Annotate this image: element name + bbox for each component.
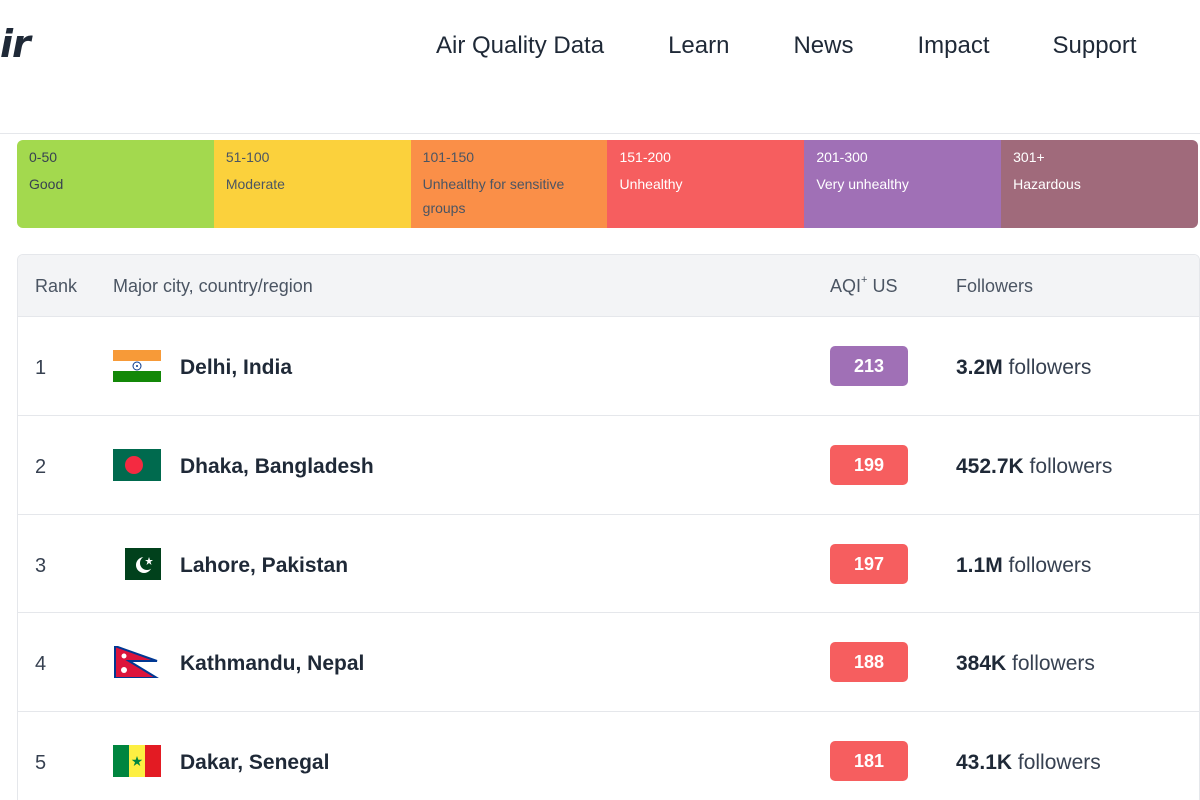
header-aqi-suffix: US — [867, 276, 898, 296]
table-row[interactable]: 3 Lahore, Pakistan 197 1.1M followers — [18, 515, 1199, 614]
nav-impact[interactable]: Impact — [917, 32, 990, 59]
site-logo[interactable]: ir — [0, 22, 31, 66]
city-name[interactable]: Delhi, India — [180, 356, 293, 379]
aqi-badge: 213 — [830, 346, 908, 386]
rank-cell: 1 — [35, 357, 47, 379]
followers-cell: 1.1M followers — [956, 554, 1091, 578]
aqi-scale-label: Unhealthy — [619, 176, 683, 192]
followers-suffix: followers — [1002, 356, 1092, 379]
header-rank[interactable]: Rank — [35, 276, 78, 296]
followers-suffix: followers — [1002, 553, 1092, 577]
table-row[interactable]: 2 Dhaka, Bangladesh 199 452.7K followers — [18, 416, 1199, 515]
aqi-scale-good: 0-50 Good — [17, 140, 214, 228]
aqi-scale-very-unhealthy: 201-300 Very unhealthy — [804, 140, 1002, 228]
followers-count: 43.1K — [956, 751, 1013, 775]
site-header: ir Air Quality Data Learn News Impact Su… — [0, 0, 1200, 134]
main-nav: Air Quality Data Learn News Impact Suppo… — [436, 32, 1137, 60]
followers-cell: 43.1K followers — [956, 751, 1101, 775]
aqi-scale-legend: 0-50 Good 51-100 Moderate 101-150 Unheal… — [17, 140, 1198, 228]
aqi-scale-hazardous: 301+ Hazardous — [1001, 140, 1198, 228]
city-ranking-table: Rank Major city, country/region AQI+ US … — [17, 254, 1200, 800]
rank-cell: 2 — [35, 455, 47, 478]
header-followers[interactable]: Followers — [956, 276, 1034, 296]
followers-cell: 384K followers — [956, 652, 1095, 676]
aqi-badge: 197 — [830, 543, 908, 584]
bangladesh-flag-icon — [113, 448, 161, 481]
aqi-scale-label: Very unhealthy — [816, 176, 909, 192]
city-name[interactable]: Kathmandu, Nepal — [180, 652, 365, 676]
followers-count: 1.1M — [956, 553, 1003, 577]
rank-cell: 5 — [35, 752, 47, 775]
aqi-scale-range: 201-300 — [816, 149, 868, 165]
followers-cell: 452.7K followers — [956, 455, 1112, 479]
followers-suffix: followers — [1023, 454, 1113, 478]
aqi-scale-unhealthy: 151-200 Unhealthy — [607, 140, 805, 228]
followers-count: 3.2M — [956, 356, 1003, 379]
aqi-scale-range: 301+ — [1013, 149, 1045, 165]
aqi-scale-unhealthy-sensitive: 101-150 Unhealthy for sensitive groups — [410, 140, 608, 228]
header-city[interactable]: Major city, country/region — [113, 276, 313, 296]
india-flag-icon — [113, 350, 161, 382]
followers-count: 384K — [956, 652, 1007, 676]
aqi-badge: 199 — [830, 444, 908, 485]
senegal-flag-icon — [113, 745, 161, 778]
header-aqi-sup: + — [861, 274, 868, 286]
nav-support[interactable]: Support — [1052, 32, 1137, 59]
aqi-scale-label: Hazardous — [1013, 176, 1081, 192]
aqi-badge: 188 — [830, 642, 908, 683]
city-name[interactable]: Dakar, Senegal — [180, 751, 330, 775]
followers-count: 452.7K — [956, 454, 1024, 478]
city-name[interactable]: Dhaka, Bangladesh — [180, 454, 374, 478]
aqi-scale-label: Moderate — [225, 176, 285, 192]
header-aqi-us[interactable]: AQI+ US — [830, 274, 898, 297]
city-name[interactable]: Lahore, Pakistan — [180, 553, 349, 577]
followers-suffix: followers — [1006, 652, 1095, 676]
table-row[interactable]: 5 Dakar, Senegal 181 43.1K followers — [18, 712, 1199, 800]
aqi-badge: 181 — [830, 741, 908, 782]
aqi-scale-moderate: 51-100 Moderate — [213, 140, 411, 228]
aqi-scale-range: 151-200 — [619, 149, 671, 165]
header-aqi-label: AQI — [830, 276, 862, 296]
table-row[interactable]: 1 Delhi, India 213 3.2M followers — [18, 317, 1199, 416]
aqi-scale-range: 101-150 — [422, 149, 475, 165]
followers-cell: 3.2M followers — [956, 356, 1091, 380]
aqi-scale-label: Unhealthy for sensitive groups — [422, 176, 565, 216]
nepal-flag-icon — [113, 646, 161, 679]
aqi-scale-label: Good — [29, 176, 64, 192]
rank-cell: 4 — [35, 653, 47, 676]
nav-air-quality-data[interactable]: Air Quality Data — [436, 32, 605, 59]
aqi-scale-range: 51-100 — [225, 149, 270, 165]
nav-news[interactable]: News — [793, 32, 854, 59]
pakistan-flag-icon — [113, 547, 161, 580]
aqi-scale-range: 0-50 — [29, 149, 58, 165]
rank-cell: 3 — [35, 554, 47, 577]
nav-learn[interactable]: Learn — [668, 32, 730, 59]
table-header: Rank Major city, country/region AQI+ US … — [18, 255, 1199, 317]
followers-suffix: followers — [1012, 751, 1101, 775]
table-row[interactable]: 4 Kathmandu, Nepal 188 384K followers — [18, 613, 1199, 713]
